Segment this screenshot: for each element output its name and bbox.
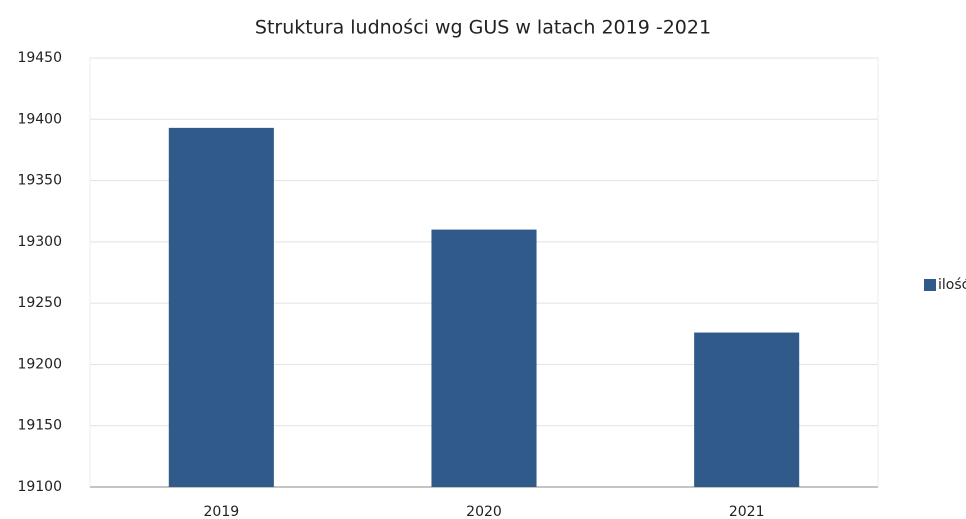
y-tick-label: 19200 <box>17 356 62 372</box>
bar <box>168 127 274 487</box>
bar <box>431 229 537 487</box>
x-tick-label: 2021 <box>729 504 765 519</box>
legend-label: ilość <box>938 277 966 293</box>
y-tick-label: 19250 <box>17 295 62 311</box>
y-tick-label: 19350 <box>17 173 62 189</box>
y-tick-label: 19400 <box>17 111 62 127</box>
y-tick-label: 19450 <box>17 50 62 66</box>
bar <box>694 332 800 487</box>
y-tick-label: 19100 <box>17 479 62 495</box>
y-tick-label: 19300 <box>17 234 62 250</box>
y-tick-label: 19150 <box>17 418 62 434</box>
legend-swatch <box>924 279 936 291</box>
chart-title: Struktura ludności wg GUS w latach 2019 … <box>255 17 711 39</box>
x-tick-label: 2019 <box>204 504 240 519</box>
x-tick-label: 2020 <box>466 504 502 519</box>
